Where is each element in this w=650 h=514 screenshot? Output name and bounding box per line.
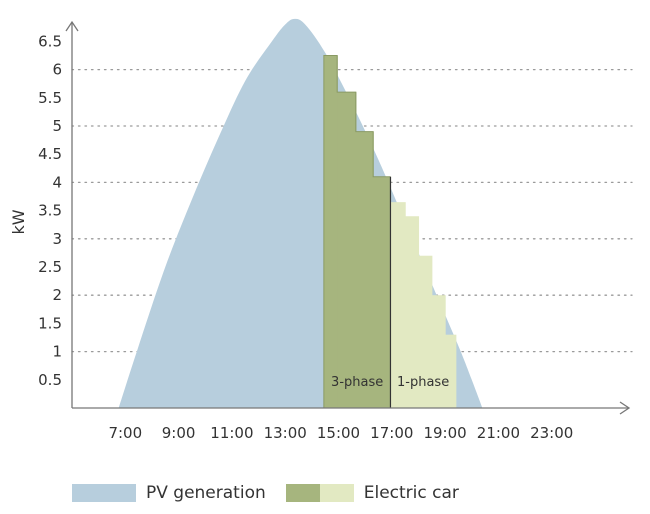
y-tick-2.5: 2.5 xyxy=(38,258,62,276)
y-tick-2: 2 xyxy=(52,286,62,304)
y-tick-labels: 0.5 1 1.5 2 2.5 3 3.5 4 4.5 5 5.5 6 6.5 xyxy=(38,32,62,388)
y-tick-5.5: 5.5 xyxy=(38,89,62,107)
car-step-1-phase-5 xyxy=(445,334,457,408)
phase-label-1-phase: 1-phase xyxy=(397,375,449,390)
y-tick-6.5: 6.5 xyxy=(38,32,62,50)
legend-label-car: Electric car xyxy=(363,483,459,503)
x-axis-arrow xyxy=(619,401,631,415)
y-tick-3: 3 xyxy=(52,230,62,248)
y-tick-4: 4 xyxy=(52,173,62,191)
legend-swatch-car-3phase xyxy=(285,484,320,502)
y-tick-5: 5 xyxy=(52,117,62,135)
legend: PV generation Electric car xyxy=(72,480,479,506)
y-tick-3.5: 3.5 xyxy=(38,202,62,220)
car-step-1-phase-4 xyxy=(431,295,446,408)
x-tick-23:00: 23:00 xyxy=(530,424,573,442)
x-tick-19:00: 19:00 xyxy=(423,424,466,442)
y-axis-label: kW xyxy=(9,209,28,234)
car-step-3-phase-1 xyxy=(323,55,338,408)
y-axis-arrow xyxy=(65,20,79,32)
phase-label-3-phase: 3-phase xyxy=(331,375,383,390)
chart: 3-phase 1-phase 0.5 1 1.5 2 2.5 3 3.5 4 4.5 5 5.5 6… xyxy=(9,18,633,442)
car-step-3-phase-3 xyxy=(355,131,374,408)
car-3phase-outline xyxy=(323,55,391,408)
electric-car-steps xyxy=(323,55,457,408)
x-tick-15:00: 15:00 xyxy=(317,424,360,442)
x-tick-11:00: 11:00 xyxy=(210,424,253,442)
y-tick-1.5: 1.5 xyxy=(38,314,62,332)
x-tick-21:00: 21:00 xyxy=(477,424,520,442)
x-tick-9:00: 9:00 xyxy=(162,424,196,442)
x-tick-13:00: 13:00 xyxy=(264,424,307,442)
y-tick-1: 1 xyxy=(52,343,62,361)
axes xyxy=(65,20,631,415)
x-tick-17:00: 17:00 xyxy=(370,424,413,442)
x-tick-7:00: 7:00 xyxy=(108,424,142,442)
car-step-1-phase-3 xyxy=(418,255,433,408)
y-tick-0.5: 0.5 xyxy=(38,371,62,389)
legend-swatch-car-1phase xyxy=(319,484,354,502)
car-step-1-phase-2 xyxy=(405,216,420,408)
y-tick-6: 6 xyxy=(52,61,62,79)
legend-label-pv: PV generation xyxy=(146,483,266,503)
car-step-3-phase-4 xyxy=(373,176,392,408)
car-step-3-phase-2 xyxy=(337,92,357,408)
x-tick-labels: 7:00 9:00 11:00 13:00 15:00 17:00 19:00 21:00 23… xyxy=(108,424,573,442)
y-tick-4.5: 4.5 xyxy=(38,145,62,163)
car-step-1-phase-1 xyxy=(390,202,406,408)
legend-swatch-pv xyxy=(72,484,136,502)
